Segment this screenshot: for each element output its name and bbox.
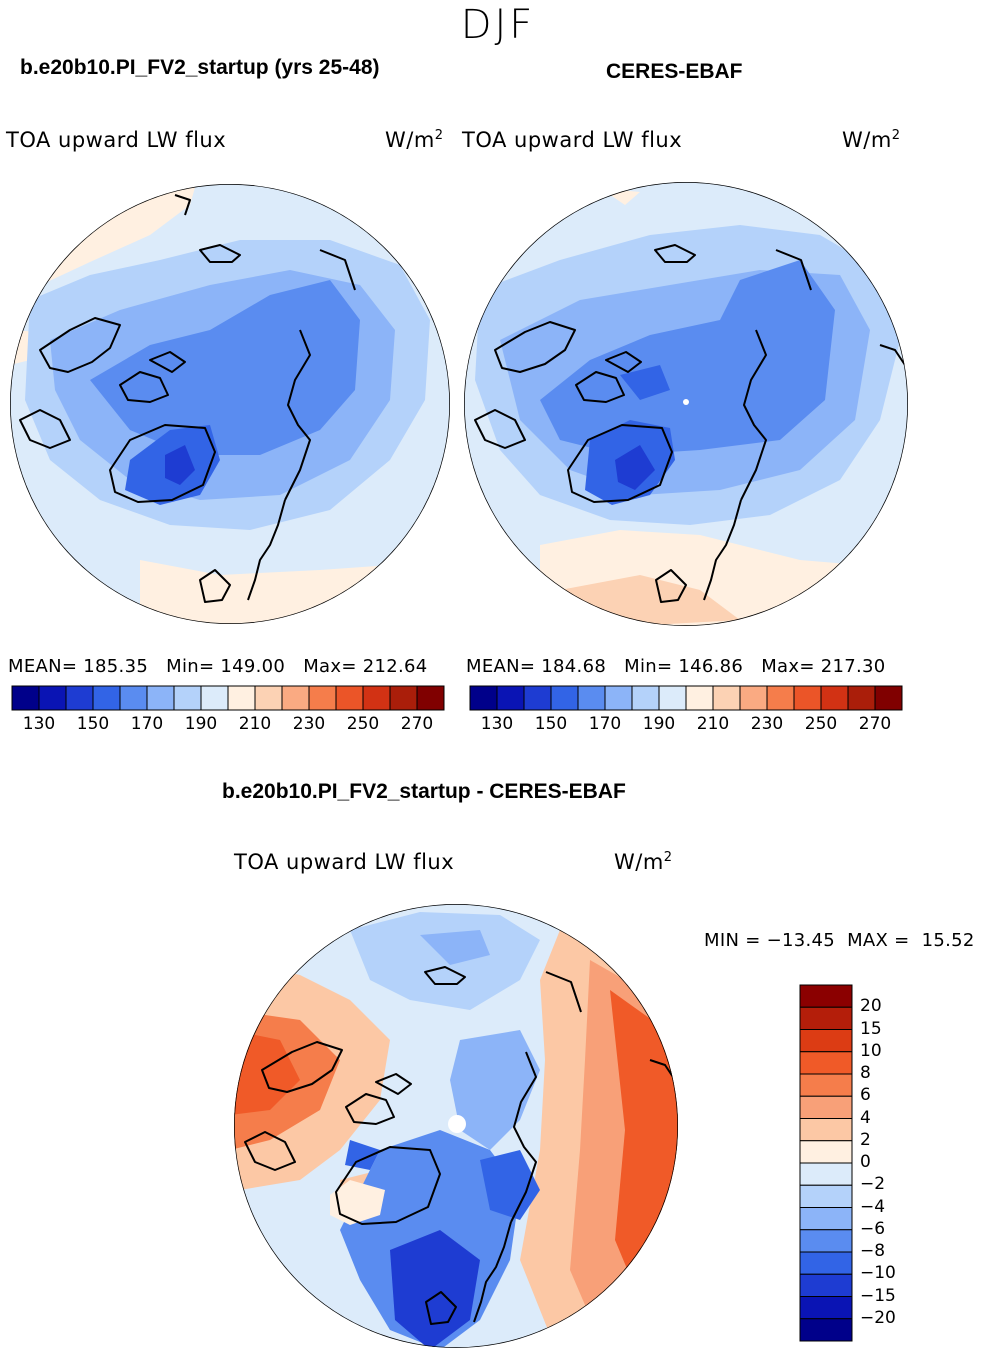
model-colorbar-tick-label: 150 <box>76 714 110 734</box>
obs-colorbar-swatch <box>523 685 552 711</box>
obs-colorbar-swatch <box>604 685 633 711</box>
difference-colorbar-tick-label: 10 <box>860 1040 882 1061</box>
season-title: DJF <box>460 2 536 48</box>
difference-colorbar-swatch <box>799 1006 853 1030</box>
model-colorbar-tick-label: 130 <box>22 714 56 734</box>
model-colorbar-swatch <box>173 685 202 711</box>
difference-variable-label: TOA upward LW flux <box>234 850 455 874</box>
obs-colorbar-swatch <box>469 685 498 711</box>
model-stats: MEAN= 185.35 Min= 149.00 Max= 212.64 <box>8 656 428 677</box>
difference-colorbar-tick-label: 4 <box>860 1107 871 1128</box>
difference-colorbar-tick-label: −2 <box>860 1174 886 1195</box>
obs-polar-map <box>464 182 908 626</box>
difference-colorbar-tick-label: 15 <box>860 1018 882 1039</box>
model-colorbar-swatch <box>119 685 148 711</box>
difference-colorbar-swatch <box>799 1029 853 1053</box>
difference-polar-map <box>234 904 678 1348</box>
model-colorbar-swatch <box>362 685 391 711</box>
obs-colorbar-swatch <box>577 685 606 711</box>
obs-colorbar-swatch <box>820 685 849 711</box>
difference-minmax: MIN = −13.45 MAX = 15.52 <box>704 930 975 951</box>
model-colorbar-tick-label: 210 <box>238 714 272 734</box>
difference-colorbar-swatch <box>799 1051 853 1075</box>
difference-colorbar-swatch <box>799 1273 853 1297</box>
difference-units-label: W/m2 <box>614 850 673 874</box>
obs-colorbar-tick-label: 150 <box>534 714 568 734</box>
difference-colorbar-tick-label: 0 <box>860 1152 871 1172</box>
difference-colorbar-tick-label: −4 <box>860 1196 886 1217</box>
difference-title: b.e20b10.PI_FV2_startup - CERES-EBAF <box>222 780 626 803</box>
model-colorbar-tick-label: 270 <box>400 714 434 734</box>
obs-case-title: CERES-EBAF <box>606 60 743 83</box>
obs-stats: MEAN= 184.68 Min= 146.86 Max= 217.30 <box>466 656 886 677</box>
difference-colorbar-swatch <box>799 1118 853 1142</box>
model-colorbar-swatch <box>38 685 67 711</box>
difference-colorbar-tick-label: −6 <box>860 1218 886 1239</box>
model-colorbar-swatch <box>146 685 175 711</box>
obs-colorbar-tick-label: 230 <box>750 714 784 734</box>
model-case-title: b.e20b10.PI_FV2_startup (yrs 25-48) <box>20 56 380 79</box>
obs-colorbar-swatch <box>712 685 741 711</box>
obs-colorbar-tick-label: 170 <box>588 714 622 734</box>
difference-colorbar-tick-label: −8 <box>860 1241 886 1261</box>
model-colorbar-swatch <box>416 685 445 711</box>
difference-colorbar-swatch <box>799 1184 853 1208</box>
difference-colorbar-tick-label: 6 <box>860 1085 871 1106</box>
model-colorbar-swatch <box>308 685 337 711</box>
obs-colorbar-swatch <box>766 685 795 711</box>
obs-colorbar-swatch <box>847 685 876 711</box>
obs-colorbar-swatch <box>631 685 660 711</box>
obs-colorbar-swatch <box>496 685 525 711</box>
model-colorbar-swatch <box>92 685 121 711</box>
model-colorbar-swatch <box>335 685 364 711</box>
model-colorbar-swatch <box>281 685 310 711</box>
obs-colorbar-tick-label: 270 <box>858 714 892 734</box>
model-polar-map <box>10 184 450 624</box>
difference-colorbar-tick-label: −20 <box>860 1307 896 1328</box>
model-colorbar <box>11 685 445 711</box>
model-colorbar-swatch <box>11 685 40 711</box>
difference-colorbar-swatch <box>799 1318 853 1342</box>
difference-colorbar-swatch <box>799 1296 853 1320</box>
left-units-label: W/m2 <box>385 128 444 152</box>
obs-colorbar-swatch <box>685 685 714 711</box>
difference-colorbar-swatch <box>799 1251 853 1275</box>
difference-colorbar-tick-label: 20 <box>860 996 882 1017</box>
difference-colorbar-swatch <box>799 1162 853 1186</box>
model-colorbar-swatch <box>227 685 256 711</box>
difference-colorbar <box>799 984 853 1342</box>
obs-colorbar-swatch <box>874 685 903 711</box>
right-units-label: W/m2 <box>842 128 901 152</box>
difference-colorbar-swatch <box>799 1229 853 1253</box>
obs-colorbar-swatch <box>658 685 687 711</box>
model-colorbar-tick-label: 230 <box>292 714 326 734</box>
right-variable-label: TOA upward LW flux <box>462 128 683 152</box>
model-colorbar-tick-label: 190 <box>184 714 218 734</box>
difference-colorbar-swatch <box>799 1095 853 1119</box>
obs-colorbar-swatch <box>739 685 768 711</box>
model-colorbar-swatch <box>254 685 283 711</box>
model-colorbar-swatch <box>389 685 418 711</box>
model-colorbar-swatch <box>65 685 94 711</box>
obs-colorbar-tick-label: 210 <box>696 714 730 734</box>
obs-colorbar-swatch <box>793 685 822 711</box>
difference-colorbar-tick-label: 2 <box>860 1129 871 1150</box>
model-colorbar-swatch <box>200 685 229 711</box>
obs-colorbar-tick-label: 130 <box>480 714 514 734</box>
obs-colorbar <box>469 685 903 711</box>
left-variable-label: TOA upward LW flux <box>6 128 227 152</box>
difference-colorbar-swatch <box>799 984 853 1008</box>
difference-colorbar-tick-label: −15 <box>860 1285 896 1306</box>
obs-colorbar-tick-label: 190 <box>642 714 676 734</box>
difference-colorbar-swatch <box>799 1140 853 1164</box>
obs-colorbar-swatch <box>550 685 579 711</box>
model-colorbar-tick-label: 250 <box>346 714 380 734</box>
difference-colorbar-swatch <box>799 1207 853 1231</box>
model-colorbar-tick-label: 170 <box>130 714 164 734</box>
obs-colorbar-tick-label: 250 <box>804 714 838 734</box>
difference-colorbar-tick-label: −10 <box>860 1263 896 1284</box>
difference-colorbar-swatch <box>799 1073 853 1097</box>
difference-colorbar-tick-label: 8 <box>860 1063 871 1083</box>
